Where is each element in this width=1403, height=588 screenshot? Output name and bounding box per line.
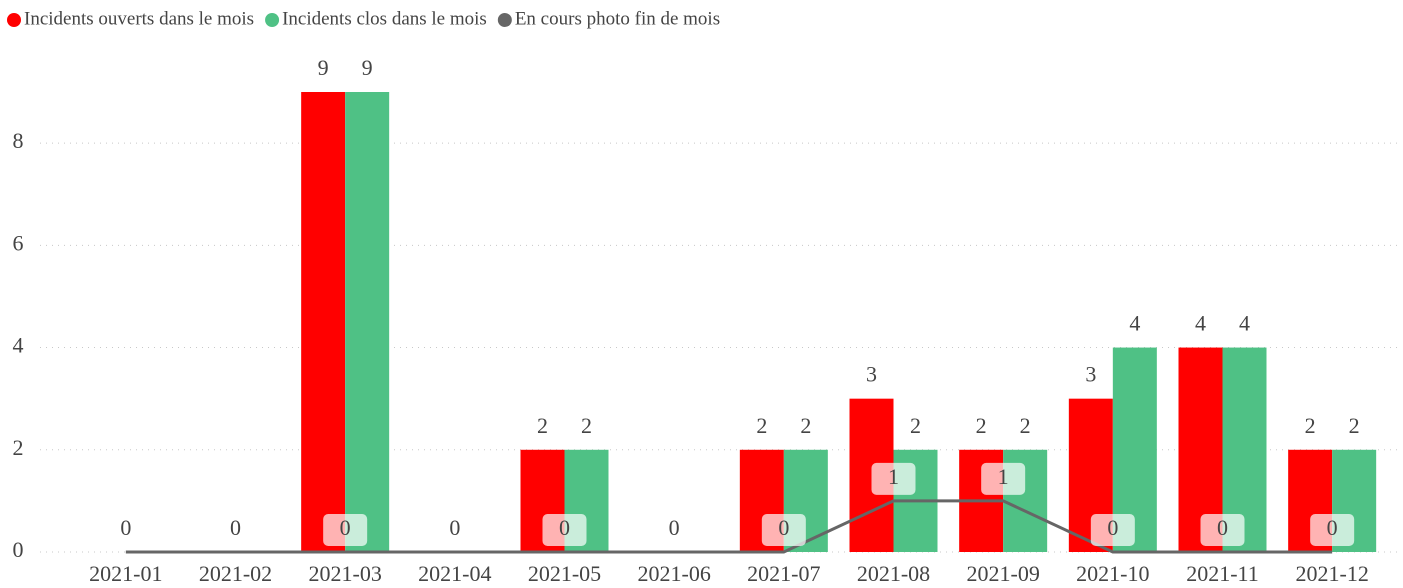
data-label: 0 — [669, 515, 680, 540]
line — [125, 499, 1333, 554]
legend-label: Incidents ouverts dans le mois — [24, 8, 254, 29]
y-tick-label: 8 — [13, 128, 24, 153]
x-tick-label: 2021-02 — [199, 561, 272, 586]
data-label: 0 — [230, 515, 241, 540]
legend-label: En cours photo fin de mois — [515, 8, 720, 29]
data-label: 0 — [120, 515, 131, 540]
data-label: 4 — [1129, 311, 1140, 336]
data-label: 2 — [1020, 413, 1031, 438]
data-label: 2 — [976, 413, 987, 438]
data-label: 2 — [581, 413, 592, 438]
data-label: 2 — [1305, 413, 1316, 438]
data-label: 1 — [998, 464, 1009, 489]
y-tick-label: 2 — [13, 435, 24, 460]
data-label: 3 — [866, 362, 877, 387]
y-tick-label: 6 — [13, 230, 24, 255]
data-label: 2 — [537, 413, 548, 438]
label-box — [1200, 514, 1245, 546]
x-tick-label: 2021-03 — [309, 561, 382, 586]
data-label: 0 — [1107, 515, 1118, 540]
legend-marker — [497, 13, 512, 27]
label-box — [542, 514, 587, 546]
x-tick-label: 2021-01 — [89, 561, 162, 586]
x-tick-label: 2021-10 — [1076, 561, 1149, 586]
x-tick-label: 2021-11 — [1186, 561, 1259, 586]
data-label: 4 — [1239, 311, 1250, 336]
legend-marker — [7, 13, 21, 27]
label-box — [1090, 514, 1135, 546]
label-box — [761, 514, 806, 546]
data-label: 9 — [318, 55, 329, 80]
data-label: 9 — [362, 55, 373, 80]
data-label: 0 — [559, 515, 570, 540]
data-label: 4 — [1195, 311, 1206, 336]
x-tick-label: 2021-12 — [1296, 561, 1369, 586]
bar — [345, 92, 390, 552]
x-tick-label: 2021-08 — [857, 561, 930, 586]
label-box — [981, 462, 1026, 495]
x-tick-label: 2021-07 — [747, 561, 820, 586]
data-label: 0 — [449, 515, 460, 540]
x-tick-label: 2021-05 — [528, 561, 601, 586]
data-label: 2 — [1349, 413, 1360, 438]
data-label: 3 — [1085, 362, 1096, 387]
data-label: 2 — [910, 413, 921, 438]
data-label: 0 — [1217, 515, 1228, 540]
label-box — [323, 514, 368, 546]
label-box — [871, 462, 916, 495]
data-label: 0 — [1327, 515, 1338, 540]
bar — [301, 92, 346, 552]
x-tick-label: 2021-04 — [418, 561, 491, 586]
x-tick-label: 2021-06 — [638, 561, 711, 586]
legend-label: Incidents clos dans le mois — [282, 8, 487, 29]
y-tick-label: 4 — [13, 333, 24, 358]
data-label: 0 — [340, 515, 351, 540]
legend: Incidents ouverts dans le mois Incidents … — [7, 8, 720, 29]
data-label: 0 — [778, 515, 789, 540]
data-label: 2 — [756, 413, 767, 438]
label-box — [1310, 514, 1355, 546]
legend-marker — [265, 13, 280, 27]
x-tick-label: 2021-09 — [967, 561, 1040, 586]
data-label: 2 — [800, 413, 811, 438]
data-label: 1 — [888, 464, 899, 489]
y-tick-label: 0 — [13, 537, 24, 562]
